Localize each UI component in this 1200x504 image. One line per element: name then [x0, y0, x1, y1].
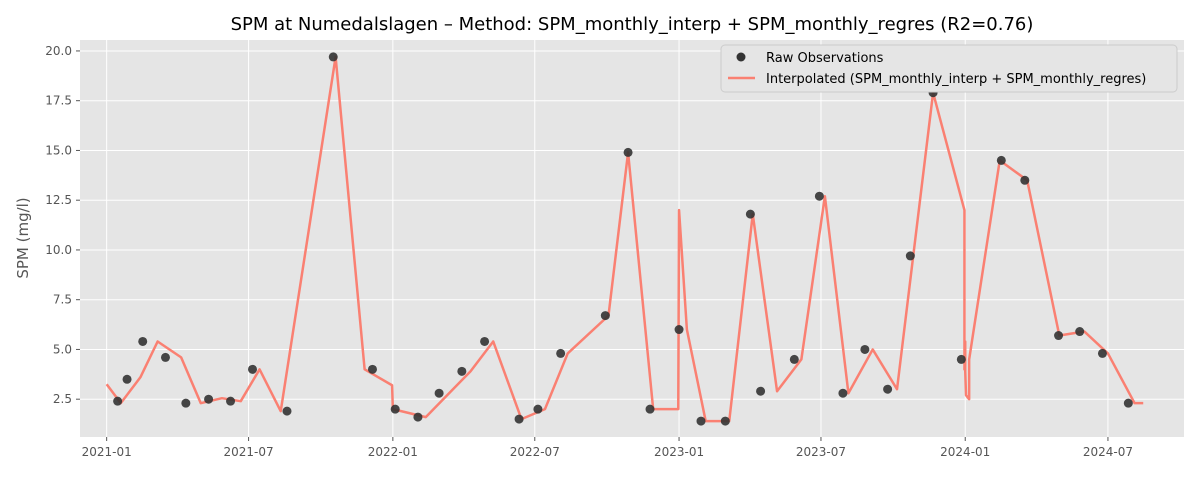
observation-point	[181, 398, 191, 408]
observation-point	[480, 336, 490, 346]
observation-point	[756, 386, 766, 396]
observation-point	[905, 251, 915, 261]
observation-point	[720, 416, 730, 426]
observation-point	[838, 388, 848, 398]
observation-point	[956, 354, 966, 364]
scatter-series	[113, 52, 1133, 426]
y-tick-label: 7.5	[53, 293, 72, 307]
x-axis-ticks: 2021-01 2021-07 2022-01 2022-07 2023-01 2023-…	[82, 437, 1133, 459]
observation-point	[367, 364, 377, 374]
plot-background	[80, 40, 1184, 437]
x-tick-label: 2022-01	[368, 445, 418, 459]
x-tick-label: 2024-01	[940, 445, 990, 459]
observation-point	[122, 374, 132, 384]
observation-point	[600, 311, 610, 321]
x-tick-label: 2021-01	[82, 445, 132, 459]
observation-point	[328, 52, 338, 62]
observation-point	[204, 394, 214, 404]
observation-point	[248, 364, 257, 374]
y-tick-label: 2.5	[53, 392, 72, 406]
y-tick-label: 12.5	[45, 193, 72, 207]
observation-point	[413, 412, 423, 422]
observation-point	[556, 348, 566, 358]
y-tick-label: 10.0	[45, 243, 72, 257]
observation-point	[390, 404, 400, 414]
legend-label-interpolated: Interpolated (SPM_monthly_interp + SPM_m…	[766, 72, 1146, 87]
observation-point	[996, 155, 1006, 165]
observation-point	[883, 384, 893, 394]
legend-marker-observations	[736, 52, 746, 62]
observation-point	[860, 344, 870, 354]
x-tick-label: 2023-01	[654, 445, 704, 459]
legend-box	[720, 44, 1178, 93]
observation-point	[113, 396, 123, 406]
observation-point	[789, 354, 799, 364]
y-axis-ticks: 2.5 5.0 7.5 10.0 12.5 15.0 17.5 20.0	[45, 44, 80, 406]
observation-point	[814, 191, 824, 201]
observation-point	[745, 209, 755, 219]
x-tick-label: 2023-07	[796, 445, 846, 459]
observation-point	[1097, 348, 1107, 358]
x-tick-label: 2024-07	[1083, 445, 1133, 459]
observation-point	[1123, 398, 1133, 408]
x-tick-label: 2021-07	[224, 445, 274, 459]
observation-point	[226, 396, 236, 406]
observation-point	[674, 325, 684, 335]
line-series	[105, 55, 1144, 423]
observation-point	[696, 416, 706, 426]
observation-point	[623, 147, 633, 157]
legend-label-observations: Raw Observations	[766, 51, 884, 66]
y-tick-label: 5.0	[53, 342, 72, 356]
y-axis-label: SPM (mg/l)	[14, 197, 32, 278]
observation-point	[533, 404, 543, 414]
observation-point	[645, 404, 655, 414]
interpolated-line	[105, 55, 1144, 423]
legend: Raw Observations Interpolated (SPM_month…	[720, 44, 1178, 93]
observation-point	[514, 414, 524, 424]
observation-point	[457, 366, 467, 376]
observation-point	[160, 352, 170, 362]
observation-point	[1020, 175, 1030, 185]
observation-point	[1075, 327, 1085, 337]
chart-title: SPM at Numedalslagen – Method: SPM_month…	[231, 14, 1034, 35]
x-tick-label: 2022-07	[510, 445, 560, 459]
observation-point	[138, 336, 148, 346]
y-tick-label: 20.0	[45, 44, 72, 58]
y-tick-label: 15.0	[45, 143, 72, 157]
y-tick-label: 17.5	[45, 94, 72, 108]
observation-point	[282, 406, 292, 416]
observation-point	[1054, 331, 1064, 341]
observation-point	[434, 388, 444, 398]
